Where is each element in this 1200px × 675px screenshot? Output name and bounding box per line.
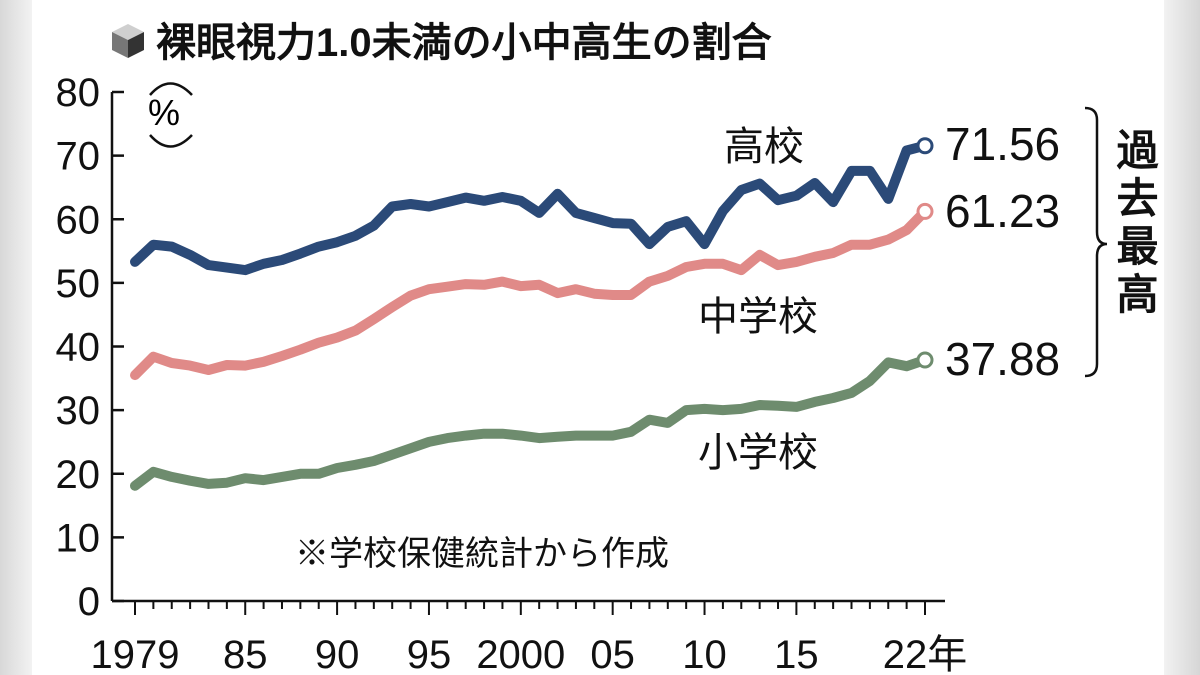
left-margin — [0, 0, 32, 675]
x-tick-label: 90 — [315, 633, 360, 675]
x-tick-label: 05 — [590, 633, 635, 675]
x-tick-label: 15 — [774, 633, 819, 675]
end-point-marker — [916, 202, 934, 220]
end-value-high: 71.56 — [945, 118, 1060, 170]
y-tick-label: 10 — [56, 516, 101, 560]
x-tick-label: 10 — [682, 633, 727, 675]
right-margin — [1164, 0, 1200, 675]
source-note: ※学校保健統計から作成 — [295, 535, 669, 573]
y-unit-label: % — [148, 92, 180, 133]
y-tick-label: 60 — [56, 198, 101, 242]
series-line-middle-school — [130, 206, 930, 381]
end-value-middle: 61.23 — [945, 185, 1060, 237]
unit-bracket-top — [149, 82, 193, 96]
y-tick-label: 0 — [78, 580, 100, 624]
x-tick-label: 95 — [407, 633, 452, 675]
cube-icon — [112, 24, 144, 58]
y-tick-label: 70 — [56, 135, 101, 179]
series-line-elementary-school — [130, 355, 930, 491]
x-tick-label: 1979 — [91, 633, 180, 675]
record-bracket — [1084, 106, 1108, 378]
x-tick-label: 22年 — [883, 633, 968, 675]
y-tick-label: 50 — [56, 262, 101, 306]
series-label-elementary: 小学校 — [698, 431, 818, 475]
end-value-elementary: 37.88 — [945, 333, 1060, 385]
series-label-high: 高校 — [724, 125, 804, 169]
y-tick-label: 30 — [56, 389, 101, 433]
unit-bracket — [149, 134, 193, 148]
y-tick-label: 40 — [56, 326, 101, 370]
x-tick-label: 2000 — [476, 633, 565, 675]
end-point-marker — [916, 137, 934, 155]
y-tick-label: 20 — [56, 453, 101, 497]
chart-title: 裸眼視力1.0未満の小中高生の割合 — [156, 21, 772, 65]
end-point-marker — [916, 351, 934, 369]
y-tick-label: 80 — [56, 71, 101, 115]
series-line-high-school — [130, 140, 930, 276]
x-tick-label: 85 — [223, 633, 268, 675]
series-label-middle: 中学校 — [698, 295, 818, 339]
record-high-label: 過去最高 — [1111, 128, 1158, 320]
